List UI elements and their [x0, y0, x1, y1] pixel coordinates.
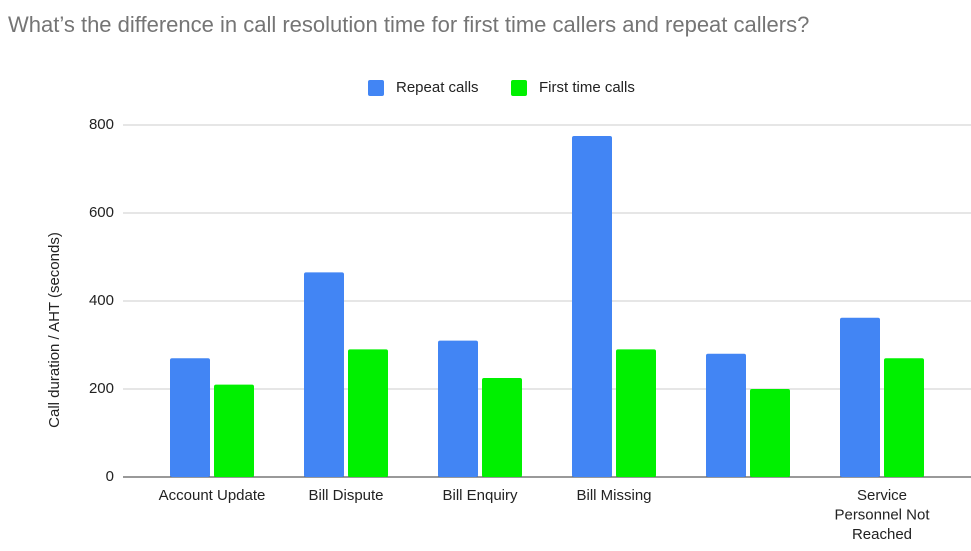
- bar: [750, 389, 790, 477]
- bar: [214, 384, 254, 477]
- legend-label: First time calls: [539, 79, 635, 96]
- y-tick-label: 400: [89, 292, 114, 309]
- x-tick-label: Bill Missing: [576, 487, 651, 504]
- x-tick-label: Bill Enquiry: [442, 487, 518, 504]
- legend-swatch: [511, 80, 527, 96]
- bar: [616, 349, 656, 477]
- chart-title: What’s the difference in call resolution…: [8, 12, 809, 37]
- x-tick-label: Service Personnel Not Reached: [834, 487, 930, 543]
- y-tick-label: 600: [89, 204, 114, 221]
- bar: [438, 340, 478, 477]
- bar: [348, 349, 388, 477]
- legend-swatch: [368, 80, 384, 96]
- y-tick-label: 0: [106, 468, 114, 485]
- x-tick-label: Bill Dispute: [308, 487, 383, 504]
- bar: [304, 272, 344, 477]
- bar: [482, 378, 522, 477]
- bar: [572, 136, 612, 477]
- y-tick-label: 800: [89, 116, 114, 133]
- legend-label: Repeat calls: [396, 79, 479, 96]
- bar: [170, 358, 210, 477]
- y-axis-label: Call duration / AHT (seconds): [46, 232, 63, 428]
- bar: [840, 317, 880, 477]
- x-tick-label: Account Update: [159, 487, 266, 504]
- bar: [884, 358, 924, 477]
- bar: [706, 353, 746, 477]
- y-tick-label: 200: [89, 380, 114, 397]
